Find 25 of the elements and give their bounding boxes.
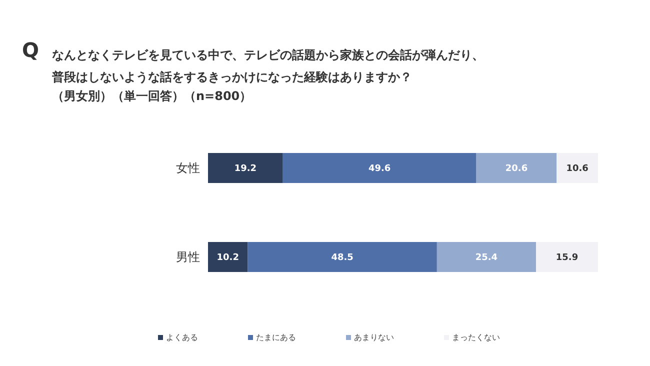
chart-subtitle: （男女別）（単一回答）（n=800） [52,88,252,105]
data-label: 49.6 [368,164,391,174]
bar [248,242,437,272]
data-label: 19.2 [234,164,257,174]
bar [208,242,248,272]
bar [208,153,283,183]
bar [536,242,598,272]
y-tick-label: 男性 [176,250,200,264]
text: Q [22,38,40,62]
bar [556,153,598,183]
data-label: 10.2 [216,253,239,264]
data-label: 20.6 [505,164,528,174]
legend-label: まったくない [451,332,500,343]
bar [476,153,557,183]
bar [436,242,536,272]
data-label: 10.6 [566,164,588,174]
chart-title: なんとなくテレビを見ている中で、テレビの話題から家族との会話が弾んだり、普段はしないような話をするきっかけになった経験はありますか？ [52,47,485,86]
y-tick-label: 女性 [176,160,200,175]
legend-label: たまにある [255,332,296,343]
bar [282,153,476,183]
legend-label: よくある [165,332,198,343]
data-label: 25.4 [475,253,498,264]
data-label: 48.5 [331,253,354,264]
data-label: 15.9 [556,253,578,264]
legend-label: あまりない [353,332,394,343]
